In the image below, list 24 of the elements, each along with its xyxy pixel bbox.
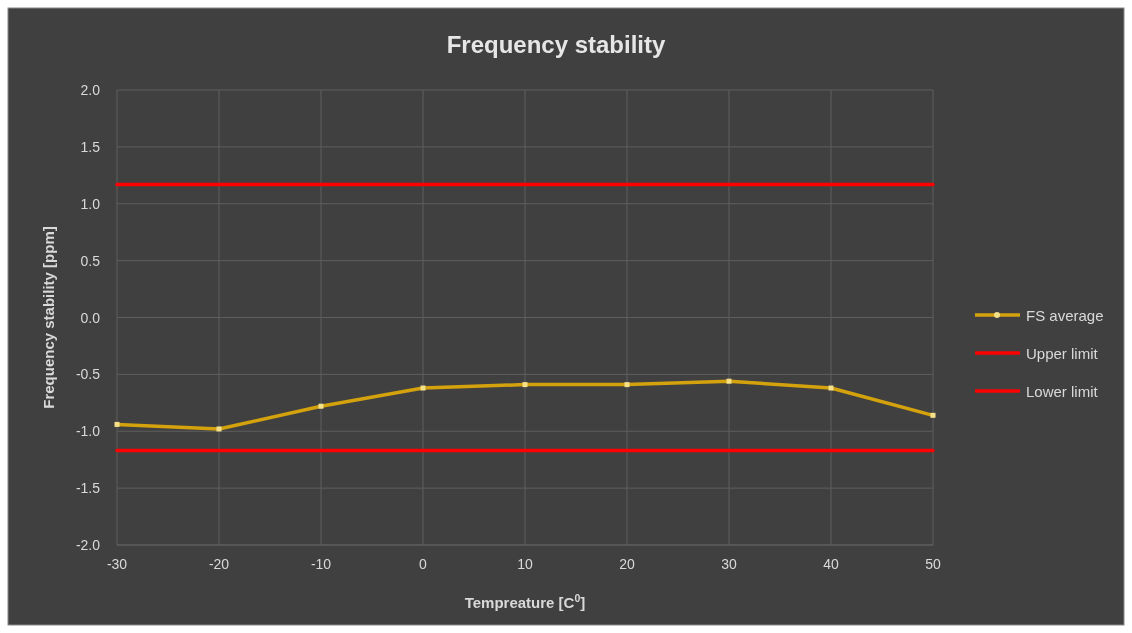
y-tick-label: 1.0 [80, 195, 101, 212]
y-tick-label: 2.0 [80, 82, 101, 98]
y-tick-label: -0.5 [75, 366, 101, 383]
y-tick-label: 0.5 [80, 252, 101, 269]
y-axis-title: Frequency stability [ppm] [40, 226, 57, 409]
x-tick-label: -20 [208, 556, 230, 572]
y-tick-label: 1.5 [80, 138, 101, 155]
y-tick-label: -1.5 [75, 480, 101, 497]
x-tick-label: 30 [721, 556, 737, 572]
chart-title: Frequency stability [446, 31, 667, 58]
x-tick-label: 10 [517, 556, 533, 572]
x-tick-label: -10 [310, 556, 332, 572]
y-tick-label: -2.0 [75, 537, 101, 553]
legend-label: Lower limit [1026, 383, 1099, 400]
y-tick-label: 0.0 [80, 309, 101, 326]
x-axis-title: Tempreature [C$^{0}$] [464, 592, 586, 611]
x-tick-label: 40 [823, 556, 839, 572]
x-tick-label: 20 [619, 556, 635, 572]
legend-label: FS average [1026, 307, 1104, 324]
x-tick-label: 0 [419, 556, 428, 572]
x-tick-label: -30 [106, 556, 128, 572]
legend-label: Upper limit [1026, 345, 1099, 362]
y-tick-label: -1.0 [75, 423, 101, 440]
x-tick-label: 50 [925, 556, 941, 572]
